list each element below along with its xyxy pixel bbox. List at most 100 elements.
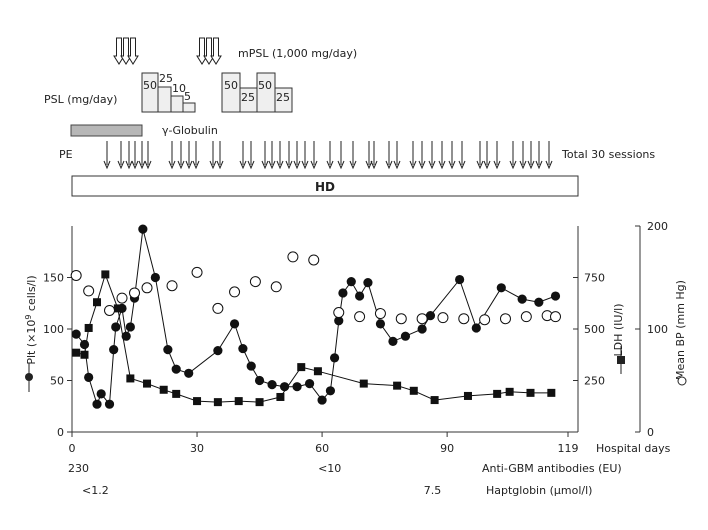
pe-arrow-head-b-2 [448, 160, 456, 170]
svg-text:Plt (×109 cells/l): Plt (×109 cells/l) [24, 275, 38, 364]
ldh-point-9 [172, 389, 181, 398]
plt-point-33 [363, 278, 373, 288]
pe-arrow-head-11 [216, 160, 224, 170]
ldh-point-24 [526, 388, 535, 397]
pe-arrow-head-22 [337, 160, 345, 170]
pe-arrow-head-20 [310, 160, 318, 170]
pe-arrow-head-5 [144, 160, 152, 170]
psl-step1-box-1 [157, 86, 172, 113]
plt-point-40 [471, 323, 481, 333]
gamma-globulin-label: γ-Globulin [162, 124, 218, 137]
pe-arrow-head-b-6 [493, 160, 501, 170]
mpsl-arrow-1 [120, 37, 132, 65]
ldh-point-17 [359, 379, 368, 388]
hd-bar [71, 175, 579, 197]
x-tick-label-1: 30 [190, 442, 204, 455]
mean-bp-point-8 [212, 302, 224, 314]
plt-point-30 [338, 288, 348, 298]
hd-label: HD [315, 180, 335, 194]
ldh-point-12 [234, 397, 243, 406]
pe-arrow-head-b-11 [545, 160, 553, 170]
plt-point-18 [229, 319, 240, 329]
plt-point-22 [267, 380, 277, 390]
mean-bp-point-17 [395, 313, 407, 325]
plt-point-8 [117, 303, 127, 313]
plt-point-17 [213, 346, 223, 356]
plt-axis-title-tail: cells/l) [25, 275, 38, 314]
ldh-point-18 [393, 381, 402, 390]
plt-point-31 [346, 277, 356, 287]
anti-gbm-value-1: <10 [318, 462, 341, 475]
bp-tick-label-0: 0 [647, 426, 654, 439]
pe-arrow-head-26 [385, 160, 393, 170]
plt-point-41 [496, 283, 506, 293]
mpsl-label: mPSL (1,000 mg/day) [238, 47, 357, 60]
mean-bp-point-12 [287, 251, 299, 263]
plt-point-37 [417, 324, 427, 334]
plt-point-44 [550, 291, 561, 301]
plt-point-43 [534, 297, 544, 307]
ldh-point-6 [126, 374, 135, 383]
pe-arrow-head-23 [349, 160, 357, 170]
pe-arrow-head-b-10 [535, 160, 543, 170]
plt-point-20 [246, 361, 256, 371]
pe-arrow-head-b-4 [476, 160, 484, 170]
x-ticks: 0 30 60 90 119 [69, 432, 579, 455]
plt-point-23 [279, 382, 290, 392]
y-ticks-ldh: 250 500 750 [573, 272, 605, 388]
mpsl-arrows [113, 37, 222, 65]
plt-tick-label-1: 50 [50, 375, 64, 388]
plt-point-27 [325, 386, 336, 396]
mpsl-arrow-3 [196, 37, 208, 65]
ldh-point-2 [84, 323, 93, 332]
plt-point-15 [171, 364, 181, 374]
pe-arrow-head-21 [326, 160, 334, 170]
y-ticks-bp: 0 100 200 [635, 220, 668, 439]
pe-arrow-head-7 [177, 160, 185, 170]
plt-point-13 [150, 272, 160, 283]
x-tick-label-2: 60 [315, 442, 329, 455]
mean-bp-point-3 [116, 292, 128, 304]
mean-bp-point-2 [104, 304, 116, 316]
plt-point-10 [125, 322, 135, 332]
ldh-point-7 [143, 379, 152, 388]
mpsl-arrow-5 [210, 37, 222, 65]
mean-bp-point-22 [499, 313, 511, 325]
y-ticks-plt: 0 50 100 150 [43, 272, 72, 439]
pe-arrow-head-29 [418, 160, 426, 170]
pe-arrow-head-b-1 [438, 160, 446, 170]
plt-point-16 [184, 368, 194, 378]
pe-arrow-head-6 [168, 160, 176, 170]
pe-arrow-head-9 [192, 160, 200, 170]
pe-arrow-head-13 [247, 160, 255, 170]
mean-bp-point-1 [83, 285, 95, 297]
plt-point-2 [84, 372, 94, 383]
plt-point-28 [329, 353, 340, 363]
plt-point-25 [304, 378, 315, 389]
ldh-tick-label-2: 750 [584, 272, 605, 285]
plt-point-3 [92, 399, 102, 409]
x-axis-unit-label: Hospital days [596, 442, 671, 455]
pe-arrow-head-14 [261, 160, 269, 170]
mean-bp-point-10 [249, 276, 261, 288]
ldh-point-23 [505, 387, 514, 396]
anti-gbm-label: Anti-GBM antibodies (EU) [482, 462, 622, 475]
pe-arrow-head-10 [209, 160, 217, 170]
pe-arrow-head-19 [301, 160, 309, 170]
ldh-line [76, 272, 552, 403]
plt-point-42 [517, 294, 527, 304]
mean-bp-point-19 [437, 312, 449, 324]
plt-point-24 [292, 382, 302, 392]
ldh-point-22 [493, 389, 502, 398]
psl-step1-label-1: 25 [159, 72, 173, 85]
ldh-point-0 [72, 348, 81, 357]
plt-point-36 [400, 331, 411, 341]
plt-point-9 [121, 331, 131, 341]
mean-bp-point-16 [374, 308, 386, 320]
mean-bp-point-21 [479, 314, 491, 326]
pe-arrow-head-b-8 [519, 160, 527, 170]
anti-gbm-value-0: 230 [68, 462, 89, 475]
psl-label: PSL (mg/day) [44, 93, 117, 106]
plt-tick-label-0: 0 [57, 426, 64, 439]
mean-bp-point-25 [549, 311, 561, 323]
